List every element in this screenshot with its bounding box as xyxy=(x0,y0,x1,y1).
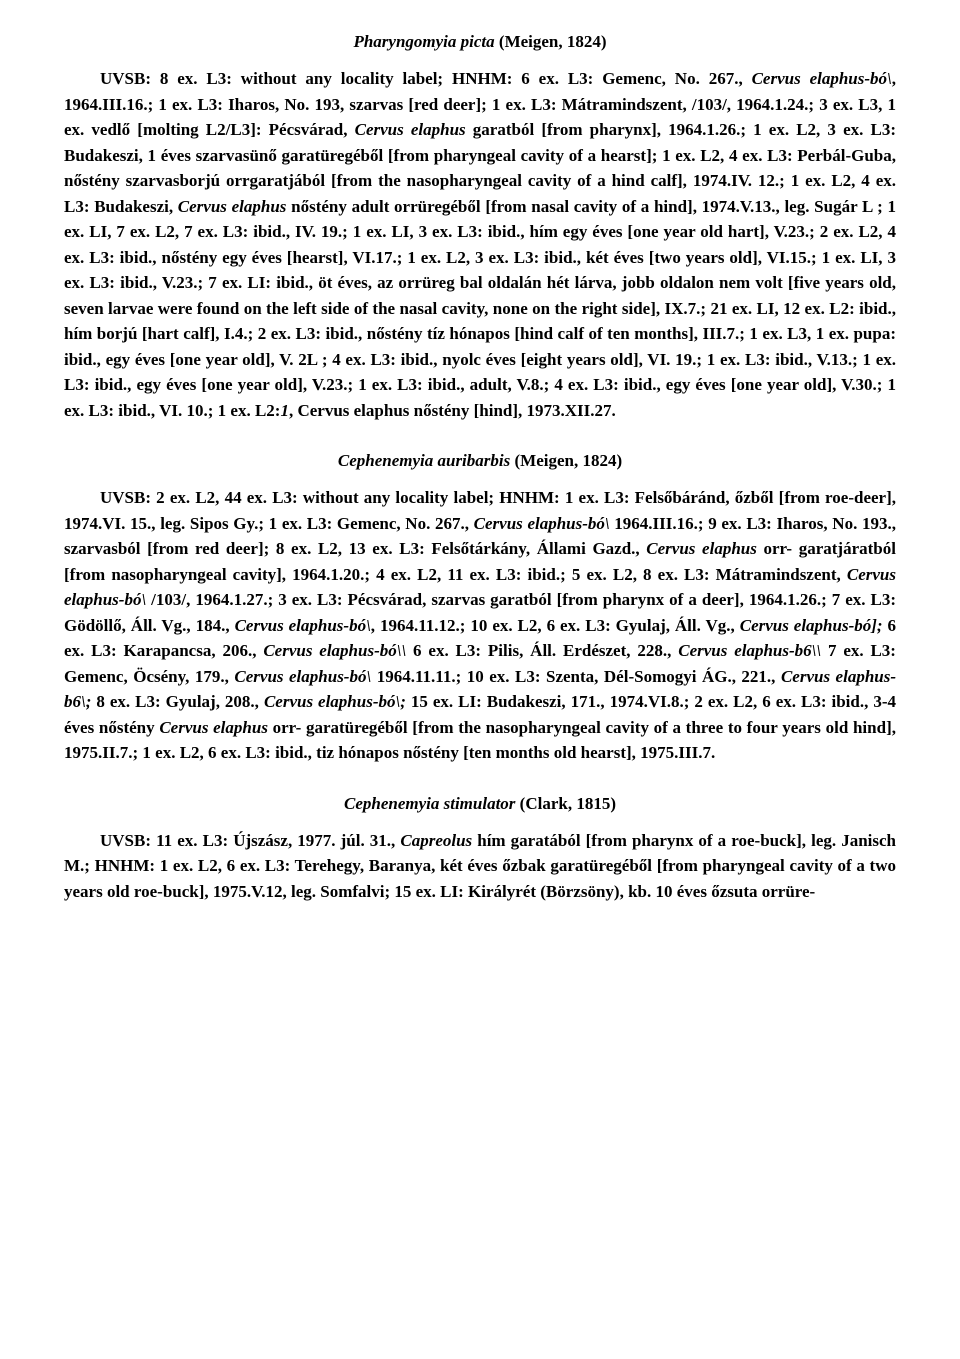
species-heading: Pharyngomyia picta (Meigen, 1824) xyxy=(64,32,896,52)
species-section: Cephenemyia stimulator (Clark, 1815) UVSB… xyxy=(64,794,896,905)
species-section: Cephenemyia auribarbis (Meigen, 1824) UVS… xyxy=(64,451,896,766)
species-body: UVSB: 8 ex. L3: without any locality lab… xyxy=(64,66,896,423)
species-section: Pharyngomyia picta (Meigen, 1824) UVSB: 8… xyxy=(64,32,896,423)
species-body: UVSB: 11 ex. L3: Újszász, 1977. júl. 31.… xyxy=(64,828,896,905)
species-heading: Cephenemyia auribarbis (Meigen, 1824) xyxy=(64,451,896,471)
document-page: Pharyngomyia picta (Meigen, 1824) UVSB: 8… xyxy=(64,32,896,904)
species-heading: Cephenemyia stimulator (Clark, 1815) xyxy=(64,794,896,814)
species-body: UVSB: 2 ex. L2, 44 ex. L3: without any l… xyxy=(64,485,896,766)
sections-container: Pharyngomyia picta (Meigen, 1824) UVSB: 8… xyxy=(64,32,896,904)
